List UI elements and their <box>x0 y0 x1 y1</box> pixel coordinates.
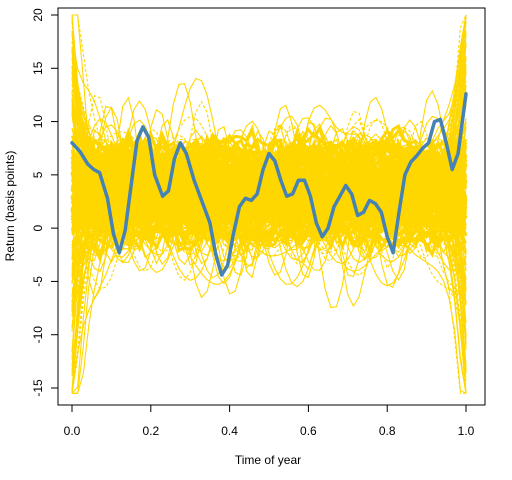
simulation-band <box>71 147 468 194</box>
y-tick-label: -5 <box>31 276 45 287</box>
x-tick-label: 0.0 <box>64 424 81 438</box>
simulation-band <box>70 188 467 249</box>
fitted-series-line <box>70 92 468 277</box>
simulation-band <box>71 146 468 193</box>
simulation-band <box>70 133 468 197</box>
y-tick-label: 10 <box>31 115 45 129</box>
x-axis-label: Time of year <box>235 453 301 467</box>
simulation-lines <box>70 14 468 394</box>
simulation-band <box>70 191 467 248</box>
x-tick-label: 0.6 <box>300 424 317 438</box>
y-axis: -15 -10 -5 0 5 10 15 20 <box>31 8 59 397</box>
y-tick-label: 0 <box>31 224 45 231</box>
x-tick-label: 0.4 <box>221 424 238 438</box>
x-tick-label: 1.0 <box>458 424 475 438</box>
fitted-series <box>70 92 468 277</box>
simulation-band <box>70 171 468 225</box>
x-tick-label: 0.2 <box>142 424 159 438</box>
x-axis: 0.0 0.2 0.4 0.6 0.8 1.0 <box>64 404 475 438</box>
y-tick-label: -10 <box>31 326 45 344</box>
simulation-band <box>71 159 467 205</box>
simulation-band <box>70 151 467 204</box>
y-tick-label: 5 <box>31 171 45 178</box>
y-axis-label: Return (basis points) <box>3 151 17 262</box>
y-tick-label: -15 <box>31 379 45 397</box>
y-tick-label: 20 <box>31 8 45 22</box>
y-tick-label: 15 <box>31 61 45 75</box>
x-tick-label: 0.8 <box>379 424 396 438</box>
